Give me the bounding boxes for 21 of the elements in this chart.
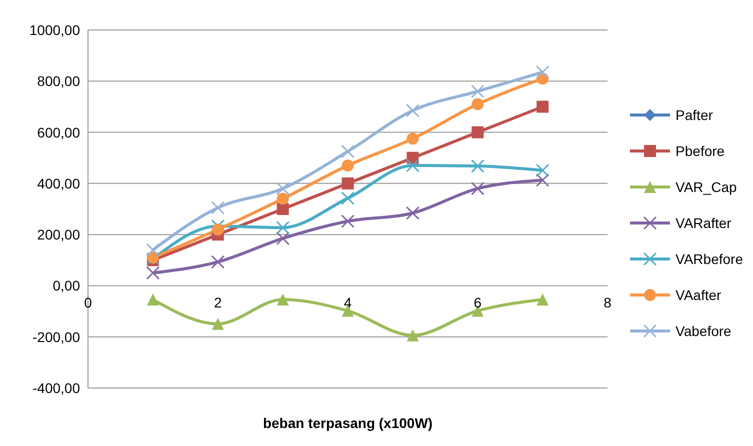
x-tick-label: 6 (474, 294, 482, 311)
legend-label: VAafter (676, 287, 722, 303)
y-tick-label: 0,00 (52, 278, 80, 294)
y-tick-label: 1000,00 (29, 22, 80, 38)
legend-label: VARafter (676, 215, 732, 231)
x-tick-label: 2 (214, 294, 222, 311)
legend-label: VAR_Cap (676, 179, 737, 195)
x-axis-title: beban terpasang (x100W) (262, 415, 433, 431)
x-tick-label: 0 (84, 294, 92, 311)
y-tick-label: 200,00 (37, 226, 80, 243)
x-tick-label: 4 (344, 294, 352, 311)
y-tick-label: -200,00 (32, 328, 80, 345)
legend-label: VARbefore (676, 251, 743, 267)
legend-label: Pbefore (676, 143, 725, 159)
y-tick-label: 400,00 (37, 175, 80, 192)
y-tick-label: 600,00 (37, 124, 80, 140)
y-tick-label: -400,00 (32, 380, 80, 396)
y-tick-label: 800,00 (37, 73, 80, 90)
x-tick-label: 8 (604, 294, 612, 311)
legend-label: Vabefore (676, 323, 732, 339)
legend-label: Pafter (676, 107, 713, 123)
